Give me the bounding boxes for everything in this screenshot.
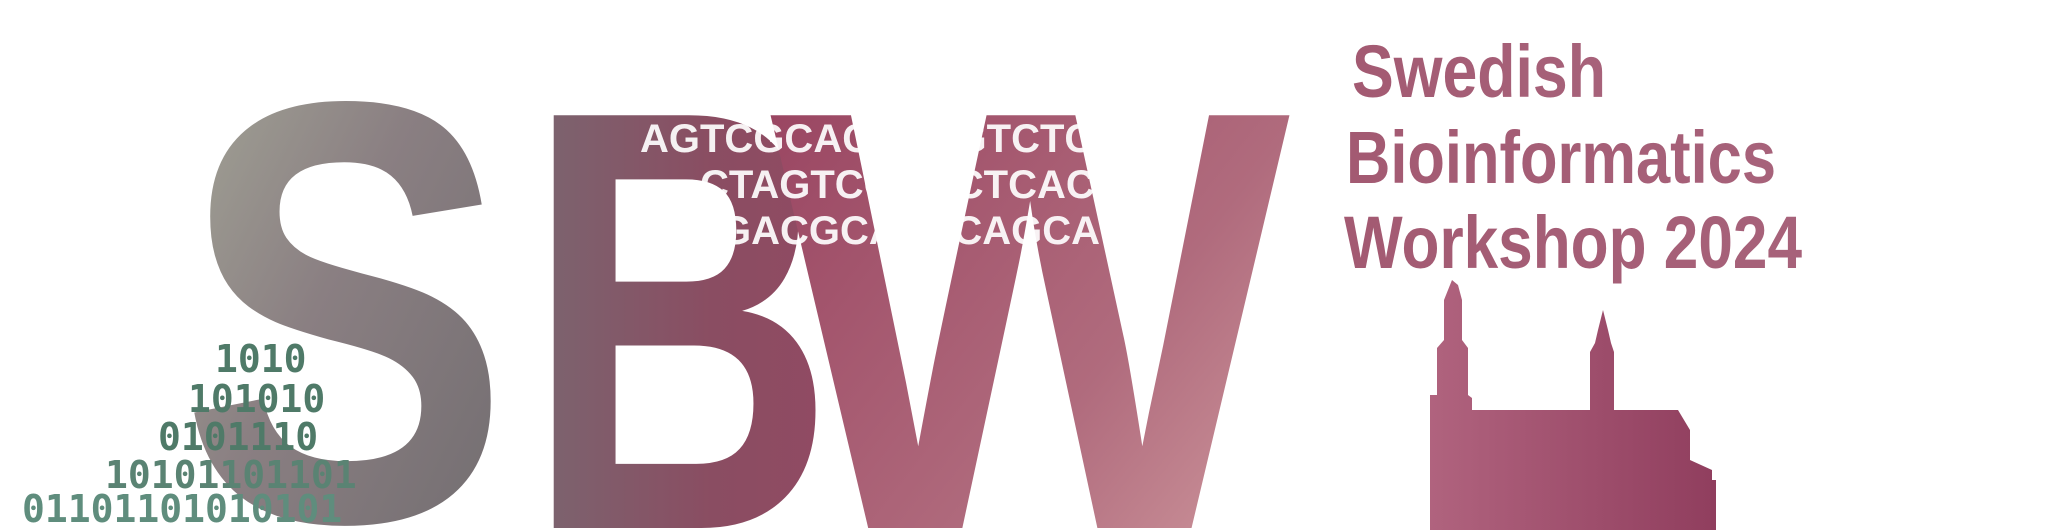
title-line-1: Swedish bbox=[1352, 30, 1606, 113]
dna-row: AGTCGCACGTCGTCTC bbox=[640, 117, 1093, 161]
title-line-2: Bioinformatics bbox=[1346, 116, 1776, 199]
binary-row: 0101110 bbox=[158, 415, 318, 459]
binary-row: 01101101010101 bbox=[22, 487, 342, 531]
binary-row: 10101101101 bbox=[105, 453, 357, 497]
binary-row: 101010 bbox=[188, 377, 325, 421]
dna-row: TGGCAACGCCGACGCG bbox=[640, 73, 1111, 117]
binary-row: 1010 bbox=[215, 337, 307, 381]
cathedral-silhouette-icon bbox=[1430, 280, 1716, 530]
letter-w: W bbox=[770, 0, 1295, 532]
binary-code-texture: 1010 101010 0101110 10101101101 01101101… bbox=[22, 337, 357, 531]
dna-row: CTAGTCGAGCTCACG bbox=[700, 163, 1126, 207]
letter-s: S bbox=[180, 0, 510, 532]
title-line-3: Workshop 2024 bbox=[1344, 201, 1802, 284]
dna-row: GACGCAGTCAGCAGT bbox=[720, 209, 1156, 253]
dna-row: CGACGCAGTCACAGTC bbox=[720, 23, 1182, 67]
letter-b: B bbox=[525, 0, 835, 532]
dna-sequence-texture: CGACGCAGTCACAGTC TGGCAACGCCGACGCG AGTCGC… bbox=[640, 23, 1182, 253]
